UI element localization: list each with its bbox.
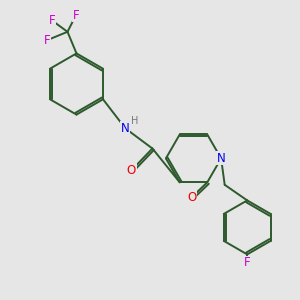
Text: O: O: [187, 191, 196, 204]
Text: N: N: [217, 152, 226, 165]
Text: F: F: [73, 9, 79, 22]
Text: N: N: [121, 122, 130, 135]
Text: F: F: [44, 34, 50, 47]
Text: F: F: [244, 256, 250, 269]
Text: O: O: [127, 164, 136, 177]
Text: H: H: [131, 116, 139, 126]
Text: F: F: [49, 14, 55, 27]
